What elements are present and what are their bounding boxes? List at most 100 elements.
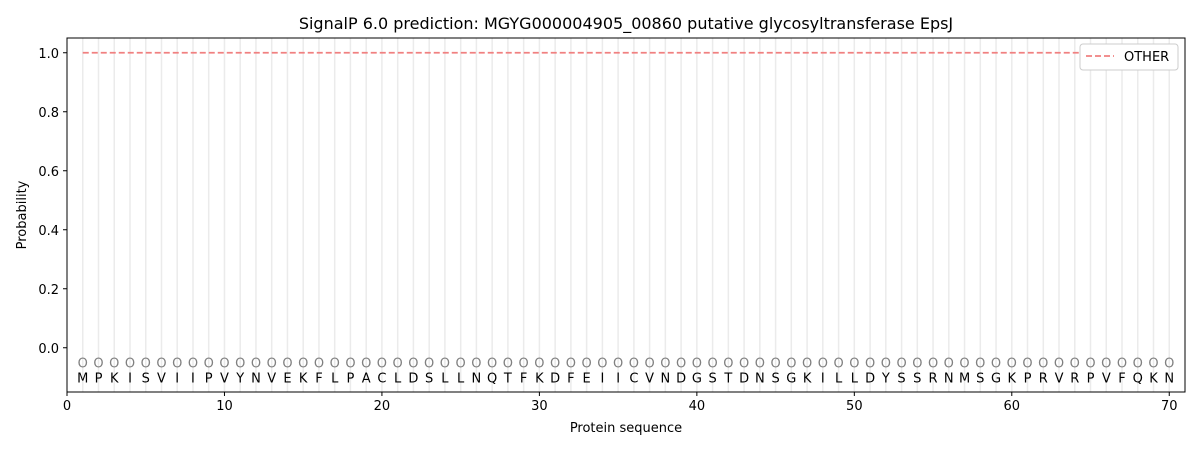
predicted-label-marker: O xyxy=(818,357,828,372)
predicted-label-marker: O xyxy=(109,357,119,372)
residue-label: N xyxy=(472,371,482,386)
residue-label: Q xyxy=(1133,371,1143,386)
predicted-label-marker: O xyxy=(645,357,655,372)
x-tick-label: 40 xyxy=(689,399,706,414)
residue-label: Y xyxy=(881,371,890,386)
predicted-label-marker: O xyxy=(188,357,198,372)
predicted-label-marker: O xyxy=(881,357,891,372)
predicted-label-marker: O xyxy=(93,357,103,372)
x-axis-label: Protein sequence xyxy=(570,421,682,436)
residue-label: R xyxy=(929,371,938,386)
residue-label: V xyxy=(157,371,166,386)
predicted-label-marker: O xyxy=(1007,357,1017,372)
residue-label: P xyxy=(1087,371,1095,386)
residue-label: D xyxy=(550,371,560,386)
predicted-label-marker: O xyxy=(1038,357,1048,372)
residue-label: S xyxy=(425,371,433,386)
residue-label: S xyxy=(897,371,905,386)
predicted-label-marker: O xyxy=(975,357,985,372)
residue-label: N xyxy=(1164,371,1174,386)
residue-label: A xyxy=(362,371,371,386)
residue-label: V xyxy=(220,371,229,386)
residue-label: V xyxy=(1055,371,1064,386)
y-tick-label: 1.0 xyxy=(38,47,59,62)
predicted-label-marker: O xyxy=(156,357,166,372)
predicted-label-marker: O xyxy=(204,357,214,372)
residue-label: M xyxy=(959,371,970,386)
residue-label: L xyxy=(394,371,402,386)
residue-label: R xyxy=(1039,371,1048,386)
predicted-label-marker: O xyxy=(393,357,403,372)
residue-label: P xyxy=(95,371,103,386)
predicted-label-marker: O xyxy=(345,357,355,372)
residue-label: T xyxy=(503,371,512,386)
predicted-label-marker: O xyxy=(534,357,544,372)
residue-label: G xyxy=(692,371,702,386)
residue-label: K xyxy=(299,371,308,386)
predicted-label-marker: O xyxy=(424,357,434,372)
residue-label: C xyxy=(629,371,638,386)
residue-label: F xyxy=(567,371,574,386)
x-tick-label: 10 xyxy=(216,399,233,414)
residue-label: L xyxy=(851,371,859,386)
residue-label: I xyxy=(175,371,179,386)
predicted-label-marker: O xyxy=(1101,357,1111,372)
predicted-label-marker: O xyxy=(408,357,418,372)
y-tick-label: 0.8 xyxy=(38,106,59,121)
x-tick-label: 70 xyxy=(1161,399,1178,414)
predicted-label-marker: O xyxy=(613,357,623,372)
x-tick-label: 60 xyxy=(1004,399,1021,414)
predicted-label-marker: O xyxy=(440,357,450,372)
predicted-label-marker: O xyxy=(786,357,796,372)
predicted-label-marker: O xyxy=(1085,357,1095,372)
residue-label: I xyxy=(616,371,620,386)
predicted-label-marker: O xyxy=(361,357,371,372)
predicted-label-marker: O xyxy=(865,357,875,372)
residue-label: N xyxy=(251,371,261,386)
predicted-label-marker: O xyxy=(172,357,182,372)
residue-label: I xyxy=(191,371,195,386)
residue-label: L xyxy=(835,371,843,386)
residue-label: K xyxy=(1149,371,1158,386)
legend-label-other: OTHER xyxy=(1124,50,1169,65)
predicted-label-marker: O xyxy=(833,357,843,372)
predicted-label-marker: O xyxy=(1133,357,1143,372)
predicted-label-marker: O xyxy=(78,357,88,372)
residue-label: K xyxy=(1008,371,1017,386)
residue-label: S xyxy=(142,371,150,386)
predicted-label-marker: O xyxy=(251,357,261,372)
predicted-label-marker: O xyxy=(944,357,954,372)
legend: OTHER xyxy=(1079,43,1179,71)
residue-label: K xyxy=(110,371,119,386)
residue-label: I xyxy=(128,371,132,386)
x-tick-label: 0 xyxy=(63,399,71,414)
residue-label: D xyxy=(676,371,686,386)
predicted-label-marker: O xyxy=(456,357,466,372)
predicted-label-marker: O xyxy=(707,357,717,372)
predicted-label-marker: O xyxy=(629,357,639,372)
predicted-label-marker: O xyxy=(739,357,749,372)
predicted-label-marker: O xyxy=(550,357,560,372)
predicted-label-marker: O xyxy=(219,357,229,372)
predicted-label-marker: O xyxy=(770,357,780,372)
residue-label: F xyxy=(315,371,322,386)
residue-label: I xyxy=(600,371,604,386)
residue-label: V xyxy=(1102,371,1111,386)
predicted-label-marker: O xyxy=(282,357,292,372)
residue-label: G xyxy=(786,371,796,386)
residue-label: N xyxy=(660,371,670,386)
residue-label: E xyxy=(283,371,291,386)
chart-title: SignalP 6.0 prediction: MGYG000004905_00… xyxy=(299,14,953,34)
y-tick-label: 0.2 xyxy=(38,283,59,298)
predicted-label-marker: O xyxy=(723,357,733,372)
predicted-label-marker: O xyxy=(235,357,245,372)
predicted-label-marker: O xyxy=(298,357,308,372)
y-tick-label: 0.4 xyxy=(38,224,59,239)
predicted-label-marker: O xyxy=(471,357,481,372)
residue-label: V xyxy=(267,371,276,386)
predicted-label-marker: O xyxy=(991,357,1001,372)
x-tick-label: 30 xyxy=(531,399,548,414)
predicted-label-marker: O xyxy=(566,357,576,372)
residue-label: K xyxy=(803,371,812,386)
residue-label: Q xyxy=(487,371,497,386)
